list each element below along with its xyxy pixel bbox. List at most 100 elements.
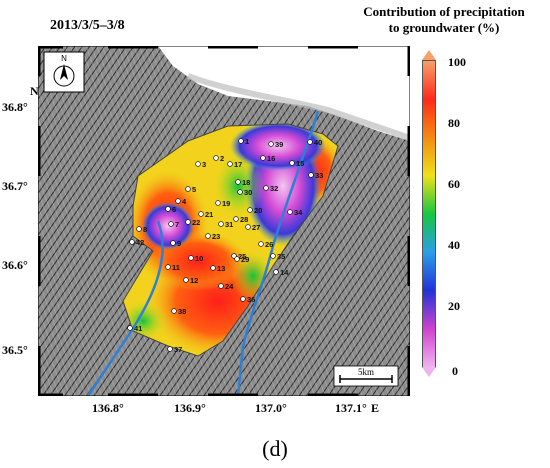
site-marker	[168, 221, 174, 227]
site-marker	[247, 207, 253, 213]
site-label: 29	[241, 255, 249, 264]
site-label: 37	[174, 345, 182, 354]
lon-tick-137-0: 137.0°	[255, 401, 287, 415]
site-marker	[171, 308, 177, 314]
site-label: 19	[222, 199, 230, 208]
site-marker	[188, 255, 194, 261]
lat-tick-36-5: 36.5°	[2, 343, 28, 357]
site-label: 32	[270, 184, 278, 193]
site-label: 1	[245, 137, 249, 146]
colorbar-tick-80: 80	[448, 116, 460, 130]
site-label: 35	[277, 252, 285, 261]
river-east	[236, 110, 320, 396]
colorbar-tick-60: 60	[448, 177, 460, 191]
colorbar-title-line1: Contribution of precipitation	[363, 4, 525, 19]
site-marker	[273, 269, 279, 275]
lat-tick-36-8: 36.8°	[2, 100, 28, 114]
site-label: 26	[265, 240, 273, 249]
site-marker	[213, 155, 219, 161]
site-marker	[227, 161, 233, 167]
site-label: 15	[296, 159, 304, 168]
colorbar-top-arrow	[422, 50, 436, 60]
site-label: 20	[254, 206, 262, 215]
site-label: 8	[143, 225, 147, 234]
site-label: 39	[275, 140, 283, 149]
site-marker	[185, 186, 191, 192]
compass-label: N	[61, 54, 67, 63]
site-label: 3	[202, 160, 206, 169]
site-label: 24	[225, 282, 234, 291]
site-marker	[234, 256, 240, 262]
site-marker	[167, 346, 173, 352]
colorbar-bottom-arrow	[422, 367, 436, 377]
north-axis-label: N	[30, 84, 39, 98]
north-arrow-icon	[60, 64, 68, 80]
site-marker	[233, 216, 239, 222]
site-label: 23	[212, 232, 220, 241]
lon-tick-136-9: 136.9°	[174, 401, 206, 415]
site-marker	[185, 219, 191, 225]
site-marker	[307, 139, 313, 145]
lon-tick-137-1: 137.1°	[335, 401, 367, 415]
site-marker	[258, 241, 264, 247]
site-marker	[270, 253, 276, 259]
site-label: 4	[182, 197, 187, 206]
site-marker	[245, 224, 251, 230]
site-marker	[210, 265, 216, 271]
compass: N	[43, 51, 85, 93]
panel-label: (d)	[262, 436, 288, 461]
site-marker	[287, 209, 293, 215]
site-label: 34	[294, 208, 303, 217]
site-marker	[129, 239, 135, 245]
site-marker	[238, 138, 244, 144]
lat-tick-36-7: 36.7°	[2, 179, 28, 193]
site-label: 9	[177, 239, 181, 248]
plain-outline	[122, 123, 339, 357]
site-label: 40	[314, 138, 322, 147]
site-label: 18	[242, 178, 250, 187]
site-marker	[235, 179, 241, 185]
site-label: 6	[172, 205, 176, 214]
site-label: 41	[134, 324, 142, 333]
colorbar-title: Contribution of precipitation to groundw…	[338, 4, 550, 36]
site-label: 12	[190, 276, 198, 285]
scale-bar-label: 5km	[358, 367, 374, 377]
site-label: 27	[252, 223, 260, 232]
site-marker	[260, 155, 266, 161]
site-marker	[205, 233, 211, 239]
site-marker	[195, 161, 201, 167]
colorbar-tick-40: 40	[448, 238, 460, 252]
site-marker	[215, 200, 221, 206]
river-west	[86, 220, 164, 396]
site-marker	[237, 189, 243, 195]
date-range-label: 2013/3/5–3/8	[50, 18, 125, 33]
scale-bar: 5km	[333, 365, 399, 387]
site-marker	[136, 226, 142, 232]
site-marker	[268, 141, 274, 147]
site-label: 30	[244, 188, 252, 197]
site-label: 21	[205, 210, 213, 219]
site-label: 11	[172, 263, 180, 272]
site-label: 38	[178, 307, 186, 316]
site-marker	[165, 206, 171, 212]
colorbar-tick-20: 20	[448, 299, 460, 313]
colorbar	[422, 60, 436, 368]
site-label: 31	[225, 220, 233, 229]
site-label: 36	[247, 295, 255, 304]
colorbar-title-line2: to groundwater (%)	[388, 20, 500, 35]
site-label: 5	[192, 185, 196, 194]
site-marker	[240, 296, 246, 302]
site-marker	[175, 198, 181, 204]
site-label: 22	[192, 218, 200, 227]
colorbar-tick-0: 0	[452, 364, 458, 378]
site-marker	[165, 264, 171, 270]
site-label: 33	[315, 171, 323, 180]
site-label: 13	[217, 264, 225, 273]
site-marker	[183, 277, 189, 283]
site-label: 7	[175, 220, 179, 229]
site-label: 17	[234, 160, 242, 169]
colorbar-tick-100: 100	[448, 55, 466, 69]
site-label: 25	[238, 252, 246, 261]
